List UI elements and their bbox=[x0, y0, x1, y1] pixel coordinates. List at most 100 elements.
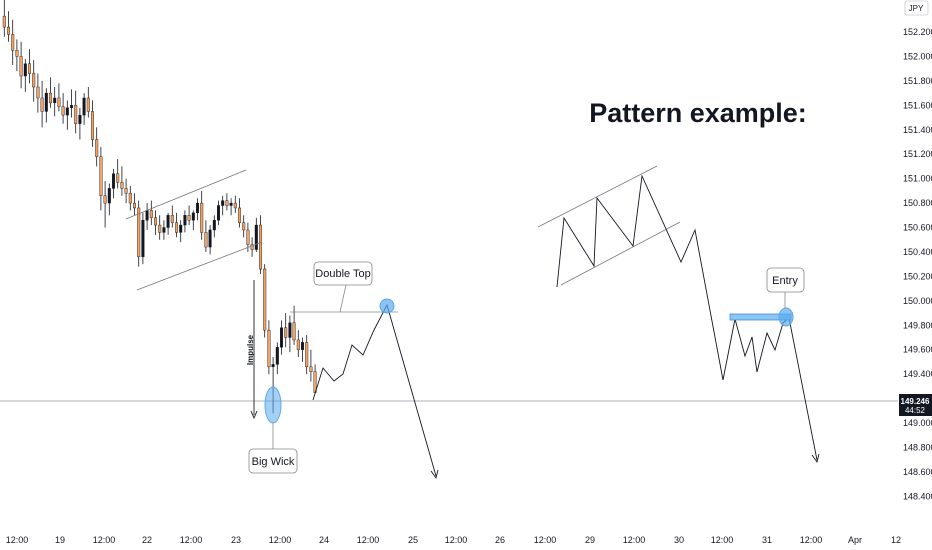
candle-body bbox=[166, 215, 170, 228]
candle-body bbox=[309, 366, 313, 372]
candle-body bbox=[145, 210, 149, 221]
candle-body bbox=[237, 207, 241, 223]
x-tick-label: 29 bbox=[585, 535, 595, 545]
big-wick-highlight[interactable] bbox=[264, 386, 282, 424]
candle-body bbox=[44, 92, 48, 112]
x-tick-label: 12:00 bbox=[180, 535, 203, 545]
candle-body bbox=[204, 232, 208, 248]
price-tag-box[interactable] bbox=[899, 394, 932, 416]
candle-body bbox=[292, 322, 296, 341]
symbol-badge-box[interactable] bbox=[904, 0, 929, 16]
y-tick-label: 150.600 bbox=[903, 223, 932, 233]
candle-body bbox=[259, 224, 263, 270]
y-tick-label: 150.000 bbox=[903, 296, 932, 306]
candle-body bbox=[36, 86, 40, 99]
channel-lower-line-left[interactable] bbox=[136, 241, 263, 291]
candle-body bbox=[288, 322, 292, 338]
x-tick-label: 12 bbox=[891, 535, 901, 545]
entry-highlight[interactable] bbox=[778, 307, 794, 327]
candle-body bbox=[275, 347, 279, 365]
candle-body bbox=[90, 111, 94, 140]
candle-body bbox=[61, 106, 65, 116]
candle-body bbox=[170, 215, 174, 223]
impulse-arrow-head bbox=[250, 410, 258, 420]
candle-body bbox=[221, 200, 225, 206]
candle-body bbox=[208, 229, 212, 248]
x-tick-label: 12:00 bbox=[6, 535, 29, 545]
candle-body bbox=[32, 73, 36, 88]
pattern-title: Pattern example: bbox=[589, 98, 807, 128]
candle-body bbox=[246, 229, 250, 245]
projection-path-left[interactable] bbox=[312, 303, 437, 477]
candle-body bbox=[229, 202, 233, 206]
candle-body bbox=[158, 224, 162, 233]
big-wick-callout-box[interactable] bbox=[248, 448, 298, 474]
y-tick-label: 151.400 bbox=[903, 125, 932, 135]
channel-upper-line-left[interactable] bbox=[125, 169, 247, 220]
x-tick-label: 19 bbox=[55, 535, 65, 545]
y-tick-label: 152.000 bbox=[903, 51, 932, 61]
projection-arrow-head-right bbox=[811, 453, 820, 464]
candle-body bbox=[271, 364, 275, 368]
y-tick-label: 150.200 bbox=[903, 271, 932, 281]
candle-body bbox=[296, 339, 300, 350]
candle-body bbox=[305, 342, 309, 368]
channel-upper-line-right[interactable] bbox=[537, 165, 658, 228]
candle-body bbox=[149, 210, 153, 218]
y-tick-label: 149.400 bbox=[903, 369, 932, 379]
candle-body bbox=[263, 268, 267, 331]
candle-body bbox=[40, 97, 44, 112]
candle-body bbox=[69, 105, 73, 108]
x-tick-label: 12:00 bbox=[623, 535, 646, 545]
candle-body bbox=[65, 107, 69, 116]
double-top-callout-box[interactable] bbox=[313, 261, 373, 286]
x-tick-label: 12:00 bbox=[711, 535, 734, 545]
candle-body bbox=[216, 205, 220, 221]
x-tick-label: 12:00 bbox=[93, 535, 116, 545]
double-top-callout-pointer bbox=[339, 284, 347, 313]
x-tick-label: Apr bbox=[848, 535, 862, 545]
x-tick-label: 26 bbox=[495, 535, 505, 545]
candle-body bbox=[19, 56, 23, 77]
x-tick-label: 12:00 bbox=[357, 535, 380, 545]
candle-body bbox=[195, 202, 199, 214]
projection-arrow-head-left bbox=[430, 469, 439, 480]
big-wick-callout: Big Wick bbox=[252, 456, 295, 468]
candles bbox=[2, 0, 317, 414]
candle-body bbox=[183, 215, 187, 226]
candle-body bbox=[128, 193, 132, 204]
candle-body bbox=[200, 202, 204, 233]
y-tick-label: 148.400 bbox=[903, 491, 932, 501]
candle-body bbox=[137, 207, 141, 258]
candle-body bbox=[99, 156, 103, 196]
impulse-label: Impulse bbox=[246, 334, 255, 365]
channel-lower-line-right[interactable] bbox=[560, 221, 681, 286]
candle-body bbox=[242, 222, 246, 231]
candle-body bbox=[120, 182, 124, 189]
candle-body bbox=[280, 327, 284, 348]
double-top-callout: Double Top bbox=[315, 268, 370, 280]
x-tick-label: 12:00 bbox=[534, 535, 557, 545]
double-top-highlight[interactable] bbox=[379, 298, 395, 314]
candle-body bbox=[187, 215, 191, 221]
y-tick-label: 149.800 bbox=[903, 320, 932, 330]
y-tick-label: 149.000 bbox=[903, 418, 932, 428]
y-tick-label: 150.400 bbox=[903, 247, 932, 257]
pattern-path[interactable] bbox=[556, 174, 818, 461]
candle-body bbox=[2, 15, 6, 28]
price-axis[interactable]: 152.200 152.000 151.800 151.600 151.400 151.2… bbox=[903, 27, 932, 501]
x-tick-label: 25 bbox=[408, 535, 418, 545]
time-axis[interactable]: 12:00 19 12:00 22 12:00 23 12:00 24 12:00 25 12:00… bbox=[6, 535, 901, 545]
candle-body bbox=[267, 329, 271, 368]
candle-body bbox=[212, 219, 216, 231]
candle-body bbox=[153, 217, 157, 226]
x-tick-label: 12:00 bbox=[800, 535, 823, 545]
candle-body bbox=[11, 34, 15, 51]
candle-body bbox=[250, 244, 254, 250]
entry-callout-box[interactable] bbox=[766, 267, 805, 293]
candle-body bbox=[107, 188, 111, 204]
x-tick-label: 31 bbox=[762, 535, 772, 545]
candle-body bbox=[74, 105, 78, 124]
y-tick-label: 151.800 bbox=[903, 76, 932, 86]
